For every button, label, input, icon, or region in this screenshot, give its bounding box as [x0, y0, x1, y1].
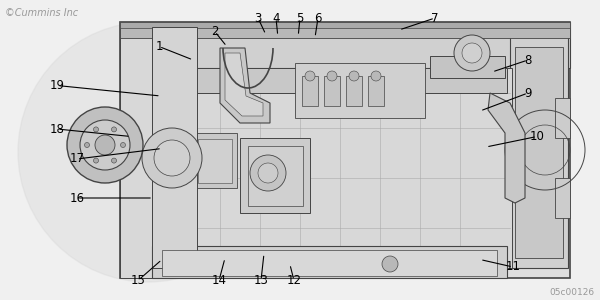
Circle shape: [94, 127, 98, 132]
Polygon shape: [488, 93, 525, 203]
Circle shape: [112, 127, 116, 132]
Circle shape: [462, 43, 482, 63]
Text: 1: 1: [155, 40, 163, 53]
Bar: [120, 22, 570, 68]
Circle shape: [67, 107, 143, 183]
Circle shape: [349, 71, 359, 81]
Circle shape: [305, 71, 315, 81]
Bar: [346, 76, 362, 106]
Bar: [510, 32, 568, 268]
Text: 8: 8: [524, 53, 532, 67]
Bar: [198, 139, 232, 183]
Bar: [152, 27, 197, 268]
Text: 6: 6: [314, 11, 322, 25]
Circle shape: [112, 158, 116, 163]
Bar: [192, 133, 237, 188]
Polygon shape: [225, 53, 263, 116]
Circle shape: [94, 158, 98, 163]
Circle shape: [154, 140, 190, 176]
Bar: [162, 250, 497, 276]
Text: 10: 10: [530, 130, 544, 143]
Circle shape: [142, 128, 202, 188]
Bar: [120, 22, 570, 278]
Bar: [120, 22, 570, 28]
Text: 15: 15: [131, 274, 145, 287]
Text: 3: 3: [254, 11, 262, 25]
Text: 2: 2: [211, 25, 218, 38]
Text: 4: 4: [272, 11, 280, 25]
Bar: [302, 76, 318, 106]
Bar: [555, 178, 570, 218]
Bar: [120, 22, 152, 278]
Circle shape: [121, 142, 125, 148]
Text: 16: 16: [70, 191, 84, 205]
Text: 17: 17: [70, 152, 84, 166]
Text: 12: 12: [287, 274, 302, 287]
Text: ©Cummins Inc: ©Cummins Inc: [5, 8, 78, 18]
Circle shape: [258, 163, 278, 183]
Bar: [368, 76, 384, 106]
Circle shape: [18, 22, 278, 282]
Circle shape: [80, 120, 130, 170]
Bar: [295, 63, 425, 118]
Circle shape: [250, 155, 286, 191]
Bar: [240, 138, 310, 213]
Bar: [555, 98, 570, 138]
Circle shape: [371, 71, 381, 81]
Text: 11: 11: [505, 260, 521, 274]
Text: 18: 18: [50, 122, 64, 136]
Circle shape: [327, 71, 337, 81]
Text: 14: 14: [212, 274, 227, 287]
Bar: [430, 56, 505, 78]
Circle shape: [454, 35, 490, 71]
Text: 19: 19: [49, 79, 65, 92]
Bar: [120, 22, 570, 38]
Circle shape: [382, 256, 398, 272]
Circle shape: [85, 142, 89, 148]
Text: 05c00126: 05c00126: [550, 288, 595, 297]
Bar: [248, 146, 303, 206]
Bar: [152, 246, 507, 278]
Text: 5: 5: [296, 11, 304, 25]
Text: 9: 9: [524, 86, 532, 100]
Circle shape: [95, 135, 115, 155]
Bar: [515, 47, 563, 258]
Bar: [324, 76, 340, 106]
Bar: [152, 68, 512, 268]
Polygon shape: [220, 48, 270, 123]
Bar: [152, 68, 507, 93]
Text: 13: 13: [254, 274, 268, 287]
Text: 7: 7: [431, 11, 439, 25]
